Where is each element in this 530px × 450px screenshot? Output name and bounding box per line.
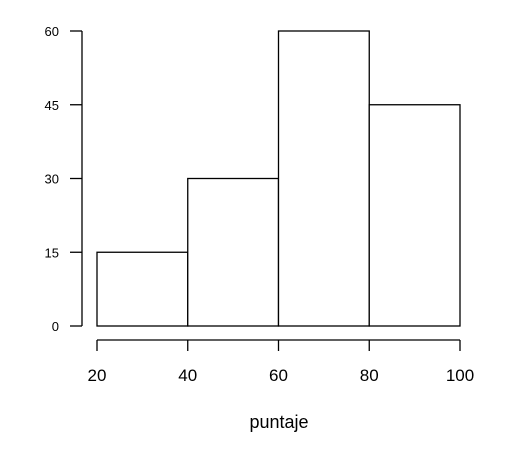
- histogram-bar-4: [368, 104, 461, 327]
- x-tick-label: 60: [269, 366, 288, 385]
- x-tick-label: 40: [178, 366, 197, 385]
- histogram-bars: [96, 30, 461, 327]
- y-tick-label: 15: [45, 245, 59, 260]
- x-tick-label: 20: [88, 366, 107, 385]
- x-axis: 20 40 60 80 100: [88, 339, 474, 385]
- y-tick-label: 60: [45, 24, 59, 39]
- y-tick-label: 45: [45, 98, 59, 113]
- y-axis: 0 15 30 45 60: [45, 24, 83, 334]
- x-axis-title: puntaje: [249, 412, 308, 432]
- histogram-bar-3: [277, 30, 370, 327]
- histogram-bar-1: [96, 251, 189, 327]
- x-tick-label: 100: [446, 366, 474, 385]
- x-tick-label: 80: [360, 366, 379, 385]
- y-tick-label: 30: [45, 172, 59, 187]
- histogram-bar-2: [187, 177, 280, 327]
- y-tick-label: 0: [52, 319, 59, 334]
